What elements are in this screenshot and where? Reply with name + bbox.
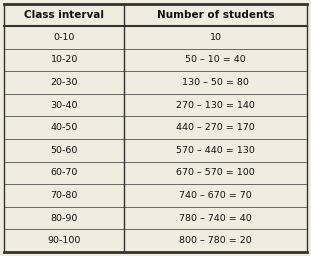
Text: Class interval: Class interval <box>24 10 104 20</box>
Text: 50 – 10 = 40: 50 – 10 = 40 <box>185 55 246 65</box>
Text: 20-30: 20-30 <box>50 78 78 87</box>
Text: 30-40: 30-40 <box>50 101 78 110</box>
Text: 10-20: 10-20 <box>50 55 78 65</box>
Text: Number of students: Number of students <box>157 10 274 20</box>
Text: 570 – 440 = 130: 570 – 440 = 130 <box>176 146 255 155</box>
Text: 10: 10 <box>210 33 222 42</box>
Text: 40-50: 40-50 <box>50 123 78 132</box>
Text: 50-60: 50-60 <box>50 146 78 155</box>
Text: 80-90: 80-90 <box>50 214 78 223</box>
Text: 670 – 570 = 100: 670 – 570 = 100 <box>176 168 255 177</box>
Text: 270 – 130 = 140: 270 – 130 = 140 <box>176 101 255 110</box>
Text: 780 – 740 = 40: 780 – 740 = 40 <box>179 214 252 223</box>
Text: 440 – 270 = 170: 440 – 270 = 170 <box>176 123 255 132</box>
Text: 800 – 780 = 20: 800 – 780 = 20 <box>179 236 252 245</box>
Text: 0-10: 0-10 <box>53 33 75 42</box>
Text: 90-100: 90-100 <box>48 236 81 245</box>
Text: 60-70: 60-70 <box>50 168 78 177</box>
Text: 70-80: 70-80 <box>50 191 78 200</box>
Text: 130 – 50 = 80: 130 – 50 = 80 <box>182 78 249 87</box>
Text: 740 – 670 = 70: 740 – 670 = 70 <box>179 191 252 200</box>
